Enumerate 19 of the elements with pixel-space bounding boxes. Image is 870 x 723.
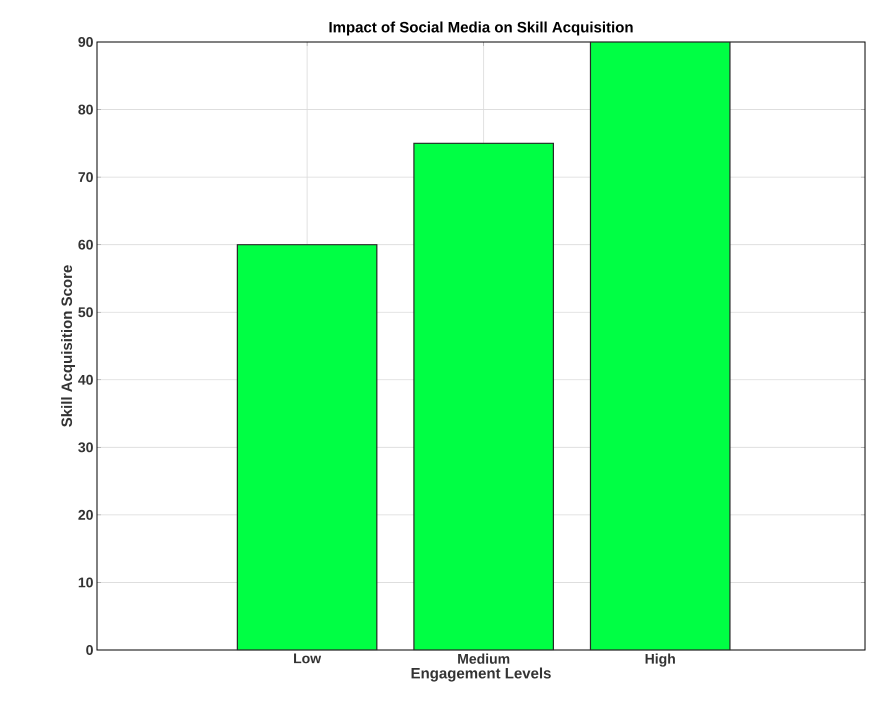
y-tick-label: 20 (78, 510, 93, 520)
bar (236, 244, 378, 651)
y-tick-label: 80 (78, 104, 93, 115)
y-tick-label: 50 (78, 307, 93, 318)
y-tick-label: 60 (78, 240, 93, 250)
y-tick-label: 30 (78, 442, 93, 452)
y-tick-label: 90 (78, 37, 93, 47)
y-axis-title: Skill Acquisition Score (61, 265, 76, 427)
x-tick-label: High (646, 654, 675, 667)
x-axis-title: Engagement Levels (412, 668, 551, 682)
y-tick-label: 70 (78, 172, 93, 182)
y-tick-label: 10 (78, 577, 93, 588)
bar (413, 142, 554, 651)
x-tick-label: Low (294, 654, 322, 664)
chart-title: Impact of Social Media on Skill Acquisition (329, 21, 633, 36)
x-tick-label: Medium (458, 654, 510, 664)
y-tick-label: 40 (78, 374, 93, 385)
bar (590, 41, 731, 651)
y-tick-label: 0 (86, 645, 93, 655)
